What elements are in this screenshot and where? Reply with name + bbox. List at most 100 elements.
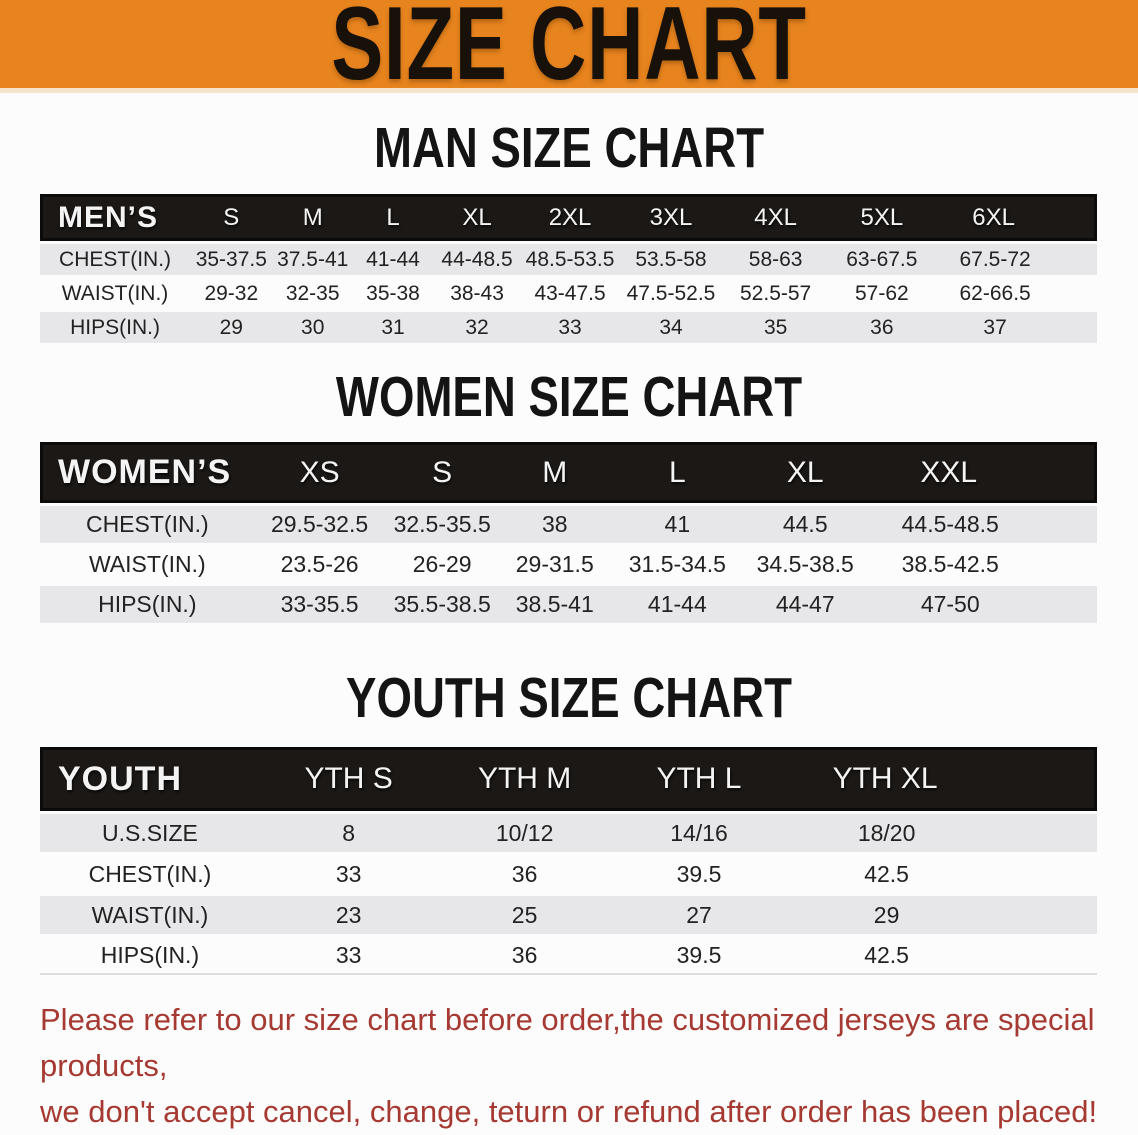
size-value-cell: 42.5 xyxy=(786,934,1097,975)
size-value-cell: 38.5-41 xyxy=(499,583,610,623)
banner-title: SIZE CHART xyxy=(331,0,807,102)
size-value-cell: 39.5 xyxy=(611,934,787,975)
measurement-row: WAIST(IN.) 29-32 32-35 35-38 38-43 43-47.5 47.… xyxy=(40,275,1097,309)
size-value-cell: 33 xyxy=(259,852,438,893)
size-value-cell: 44-48.5 xyxy=(433,241,521,275)
measurement-row-label: U.S.SIZE xyxy=(40,811,260,852)
size-value-cell: 18/20 xyxy=(786,811,1097,852)
size-value-cell: 34 xyxy=(619,309,723,343)
women-size-table: WOMEN’S XS S M L XL XXL CHEST(IN.) 29.5-32.5 32.5… xyxy=(40,442,1097,623)
size-value-cell: 31 xyxy=(352,309,434,343)
youth-size-section: YOUTH SIZE CHART YOUTH YTH S YTH M YTH L YTH… xyxy=(0,670,1138,975)
size-value-cell: 35-37.5 xyxy=(190,241,273,275)
women-size-heading: WOMEN SIZE CHART xyxy=(335,365,803,429)
size-value-cell: 29 xyxy=(786,893,1097,934)
measurement-row: WAIST(IN.) 23.5-26 26-29 29-31.5 31.5-34.5 34… xyxy=(40,543,1097,583)
measurement-row: WAIST(IN.) 23 25 27 29 xyxy=(40,893,1097,934)
size-value-cell: 38 xyxy=(499,503,610,543)
size-value-cell: 42.5 xyxy=(786,852,1097,893)
size-value-cell: 48.5-53.5 xyxy=(520,241,620,275)
measurement-row: CHEST(IN.) 35-37.5 37.5-41 41-44 44-48.5 48.5… xyxy=(40,241,1097,275)
size-value-cell: 47-50 xyxy=(865,583,1097,623)
men-size-table: MEN’S S M L XL 2XL 3XL 4XL 5XL 6XL CHEST(IN.) 35-37… xyxy=(40,194,1097,343)
measurement-row-label: WAIST(IN.) xyxy=(40,275,191,309)
size-value-cell: 30 xyxy=(272,309,353,343)
measurement-row: HIPS(IN.) 29 30 31 32 33 34 35 36 37 xyxy=(40,309,1097,343)
size-value-cell: 25 xyxy=(437,893,612,934)
measurement-row-label: HIPS(IN.) xyxy=(40,583,255,623)
size-value-cell: 35-38 xyxy=(352,275,434,309)
table-corner-label: WOMEN’S xyxy=(40,442,255,503)
size-value-cell: 53.5-58 xyxy=(619,241,723,275)
size-column-header: 2XL xyxy=(520,194,620,241)
measurement-row-label: HIPS(IN.) xyxy=(40,309,191,343)
size-table-header-row: WOMEN’S XS S M L XL XXL xyxy=(40,442,1097,503)
size-column-header: M xyxy=(272,194,353,241)
size-value-cell: 63-67.5 xyxy=(828,241,936,275)
size-value-cell: 23.5-26 xyxy=(254,543,385,583)
measurement-row-label: CHEST(IN.) xyxy=(40,503,255,543)
size-column-header: L xyxy=(352,194,434,241)
measurement-row: HIPS(IN.) 33-35.5 35.5-38.5 38.5-41 41-44 44-… xyxy=(40,583,1097,623)
women-size-section: WOMEN SIZE CHART WOMEN’S XS S M L XL XXL CHEST(… xyxy=(0,369,1138,623)
size-column-header: 6XL xyxy=(935,194,1097,241)
size-value-cell: 35.5-38.5 xyxy=(384,583,500,623)
size-value-cell: 41 xyxy=(609,503,745,543)
measurement-row: CHEST(IN.) 33 36 39.5 42.5 xyxy=(40,852,1097,893)
measurement-row: CHEST(IN.) 29.5-32.5 32.5-35.5 38 41 44.5 44.5… xyxy=(40,503,1097,543)
size-table-header-row: YOUTH YTH S YTH M YTH L YTH XL xyxy=(40,747,1097,811)
youth-size-heading: YOUTH SIZE CHART xyxy=(346,666,792,730)
size-column-header: YTH L xyxy=(611,747,787,811)
size-column-header: S xyxy=(384,442,500,503)
size-column-header: YTH XL xyxy=(786,747,1097,811)
size-value-cell: 67.5-72 xyxy=(935,241,1097,275)
table-corner-label: MEN’S xyxy=(40,194,191,241)
size-value-cell: 38.5-42.5 xyxy=(865,543,1097,583)
youth-size-table: YOUTH YTH S YTH M YTH L YTH XL U.S.SIZE 8 10/12… xyxy=(40,747,1097,975)
measurement-row-label: CHEST(IN.) xyxy=(40,241,191,275)
size-column-header: XL xyxy=(744,442,866,503)
size-value-cell: 37.5-41 xyxy=(272,241,353,275)
size-column-header: YTH M xyxy=(437,747,612,811)
size-column-header: S xyxy=(190,194,273,241)
size-value-cell: 36 xyxy=(437,934,612,975)
size-value-cell: 32.5-35.5 xyxy=(384,503,500,543)
size-value-cell: 27 xyxy=(611,893,787,934)
size-value-cell: 34.5-38.5 xyxy=(744,543,866,583)
size-value-cell: 23 xyxy=(259,893,438,934)
size-value-cell: 52.5-57 xyxy=(722,275,829,309)
table-corner-label: YOUTH xyxy=(40,747,260,811)
size-value-cell: 29-32 xyxy=(190,275,273,309)
size-value-cell: 29-31.5 xyxy=(499,543,610,583)
size-value-cell: 41-44 xyxy=(352,241,434,275)
size-column-header: XS xyxy=(254,442,385,503)
size-value-cell: 8 xyxy=(259,811,438,852)
size-value-cell: 38-43 xyxy=(433,275,521,309)
man-size-heading: MAN SIZE CHART xyxy=(373,116,765,180)
size-value-cell: 10/12 xyxy=(437,811,612,852)
measurement-row: HIPS(IN.) 33 36 39.5 42.5 xyxy=(40,934,1097,975)
size-value-cell: 37 xyxy=(935,309,1097,343)
measurement-row-label: WAIST(IN.) xyxy=(40,893,260,934)
measurement-row-label: HIPS(IN.) xyxy=(40,934,260,975)
size-value-cell: 26-29 xyxy=(384,543,500,583)
banner: SIZE CHART xyxy=(0,0,1138,102)
size-value-cell: 36 xyxy=(828,309,936,343)
size-value-cell: 33-35.5 xyxy=(254,583,385,623)
size-value-cell: 14/16 xyxy=(611,811,787,852)
size-column-header: M xyxy=(499,442,610,503)
size-value-cell: 29 xyxy=(190,309,273,343)
size-value-cell: 33 xyxy=(520,309,620,343)
size-value-cell: 32 xyxy=(433,309,521,343)
size-value-cell: 62-66.5 xyxy=(935,275,1097,309)
man-size-section: MAN SIZE CHART MEN’S S M L XL 2XL 3XL 4XL 5XL 6XL… xyxy=(0,120,1138,343)
size-value-cell: 44.5 xyxy=(744,503,866,543)
size-column-header: XL xyxy=(433,194,521,241)
size-value-cell: 58-63 xyxy=(722,241,829,275)
size-value-cell: 44-47 xyxy=(744,583,866,623)
footnote-line-2: we don't accept cancel, change, teturn o… xyxy=(40,1094,1098,1129)
size-value-cell: 33 xyxy=(259,934,438,975)
footnote-line-1: Please refer to our size chart before or… xyxy=(40,1002,1095,1083)
footnote: Please refer to our size chart before or… xyxy=(40,997,1114,1135)
size-column-header: 5XL xyxy=(828,194,936,241)
